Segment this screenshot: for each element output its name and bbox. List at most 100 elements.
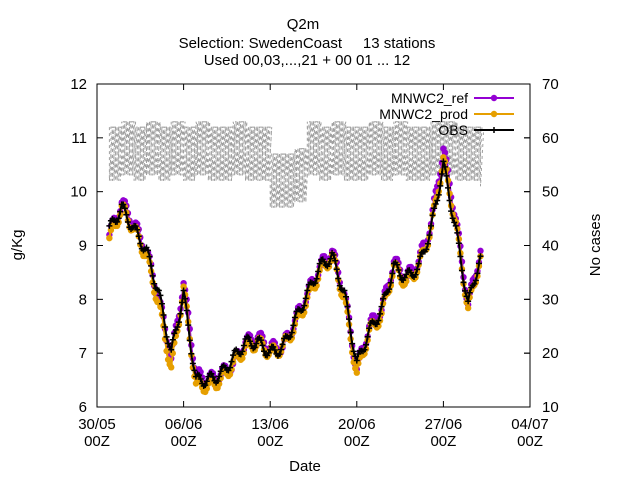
data-point-obs bbox=[426, 232, 433, 239]
data-point-obs bbox=[350, 348, 357, 355]
data-point-obs bbox=[435, 191, 442, 198]
data-point-obs bbox=[462, 287, 469, 294]
data-point-obs bbox=[291, 314, 298, 321]
data-point-obs bbox=[463, 293, 470, 300]
data-point-obs bbox=[325, 260, 332, 267]
chart-title-line-1: Q2m bbox=[287, 16, 320, 33]
data-point-obs bbox=[230, 352, 237, 359]
legend-label: MNWC2_prod bbox=[379, 106, 468, 122]
data-point-obs bbox=[466, 289, 473, 296]
data-point-obs bbox=[315, 268, 322, 275]
data-point-obs bbox=[460, 279, 467, 286]
data-point-obs bbox=[226, 364, 233, 371]
data-point-obs bbox=[146, 253, 153, 260]
data-point-obs bbox=[474, 270, 481, 277]
data-point-obs bbox=[380, 295, 387, 302]
data-point-obs bbox=[288, 329, 295, 336]
data-point-obs bbox=[472, 277, 479, 284]
data-point-obs bbox=[335, 275, 342, 282]
data-point-obs bbox=[452, 222, 459, 229]
data-point-obs bbox=[424, 240, 431, 247]
data-point-obs bbox=[106, 222, 113, 229]
data-point-obs bbox=[117, 208, 124, 215]
data-point-obs bbox=[321, 258, 328, 265]
data-point-obs bbox=[132, 223, 139, 230]
data-point-obs bbox=[394, 261, 401, 268]
data-point-obs bbox=[437, 182, 444, 189]
data-point-obs bbox=[120, 201, 127, 208]
x-tick-label-date: 30/05 bbox=[78, 416, 116, 433]
data-point-obs bbox=[389, 270, 396, 277]
data-point-obs bbox=[471, 280, 478, 287]
y-tick-label: 12 bbox=[70, 76, 87, 93]
data-point-obs bbox=[257, 337, 264, 344]
data-point-obs bbox=[366, 325, 373, 332]
y2-tick-label: 50 bbox=[542, 184, 559, 201]
legend-swatch-marker bbox=[490, 110, 498, 118]
y2-axis-label: No cases bbox=[587, 214, 604, 277]
data-point-obs bbox=[278, 346, 285, 353]
x-tick-label-date: 20/06 bbox=[338, 416, 376, 433]
y2-tick-label: 20 bbox=[542, 345, 559, 362]
data-point-obs bbox=[445, 184, 452, 191]
data-point-mnwc2_prod bbox=[353, 369, 360, 376]
x-tick-label-date: 04/07 bbox=[511, 416, 549, 433]
data-point-obs bbox=[457, 253, 464, 260]
data-point-obs bbox=[251, 344, 258, 351]
data-point-obs bbox=[247, 338, 254, 345]
y2-tick-label: 40 bbox=[542, 238, 559, 255]
data-point-mnwc2_prod bbox=[464, 304, 472, 312]
x-tick-label-time: 00Z bbox=[257, 433, 283, 450]
data-point-obs bbox=[196, 372, 203, 379]
data-point-obs bbox=[124, 219, 131, 226]
data-point-obs bbox=[186, 337, 193, 344]
legend-swatch-marker bbox=[490, 94, 498, 102]
data-point-obs bbox=[287, 333, 294, 340]
data-point-obs bbox=[428, 222, 435, 229]
data-point-obs bbox=[440, 158, 447, 165]
data-point-obs bbox=[134, 226, 141, 233]
data-point-obs bbox=[203, 378, 210, 385]
data-point-obs bbox=[438, 170, 445, 177]
data-point-obs bbox=[228, 358, 235, 365]
x-tick-label-time: 00Z bbox=[344, 433, 370, 450]
data-point-obs bbox=[312, 280, 319, 287]
data-point-obs bbox=[432, 201, 439, 208]
data-point-obs bbox=[361, 346, 368, 353]
data-point-obs bbox=[180, 287, 187, 294]
data-point-obs bbox=[179, 299, 186, 306]
data-point-obs bbox=[208, 370, 215, 377]
data-point-obs bbox=[327, 255, 334, 262]
y-tick-label: 7 bbox=[79, 345, 87, 362]
y-tick-label: 9 bbox=[79, 238, 87, 255]
data-point-obs bbox=[330, 252, 337, 259]
data-point-obs bbox=[403, 271, 410, 278]
data-point-obs bbox=[431, 205, 438, 212]
x-axis-label: Date bbox=[289, 458, 321, 475]
legend-label: OBS bbox=[438, 122, 468, 138]
x-tick-label-date: 13/06 bbox=[251, 416, 289, 433]
x-tick-label-time: 00Z bbox=[171, 433, 197, 450]
data-point-obs bbox=[290, 322, 297, 329]
data-point-obs bbox=[114, 218, 121, 225]
data-point-obs bbox=[115, 215, 122, 222]
data-point-obs bbox=[270, 343, 277, 350]
data-point-obs bbox=[451, 219, 458, 226]
data-point-mnwc2_prod bbox=[168, 364, 175, 371]
data-point-obs bbox=[336, 282, 343, 289]
data-point-obs bbox=[302, 295, 309, 302]
data-point-obs bbox=[304, 287, 311, 294]
data-point-obs bbox=[395, 266, 402, 273]
x-tick-label-time: 00Z bbox=[517, 433, 543, 450]
data-point-obs bbox=[265, 349, 272, 356]
data-point-obs bbox=[455, 240, 462, 247]
data-point-obs bbox=[155, 287, 162, 294]
axes: 67891011121020304050607030/0500Z06/0600Z… bbox=[70, 76, 558, 450]
data-point-obs bbox=[454, 229, 461, 236]
data-point-obs bbox=[276, 351, 283, 358]
data-point-obs bbox=[475, 260, 482, 267]
data-point-obs bbox=[158, 300, 165, 307]
series-line-no-cases bbox=[108, 121, 484, 208]
data-point-obs bbox=[169, 336, 176, 343]
